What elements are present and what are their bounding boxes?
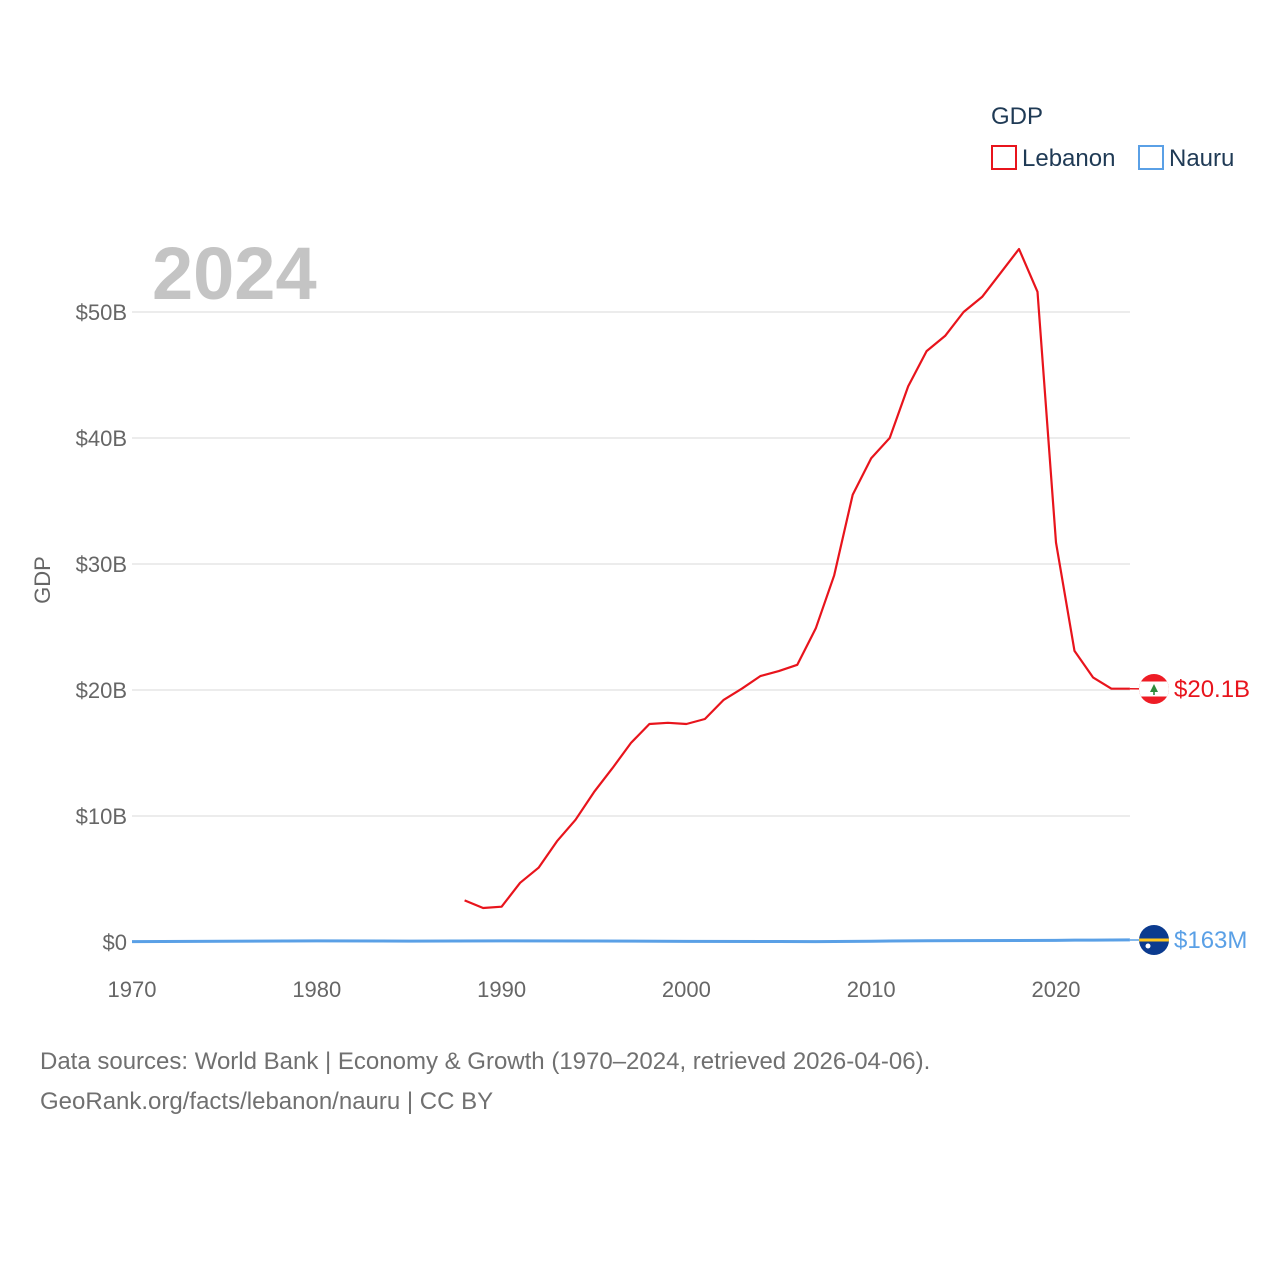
gridlines bbox=[132, 311, 1130, 817]
legend-label-nauru[interactable]: Nauru bbox=[1169, 145, 1234, 172]
nauru-flag-icon bbox=[1139, 925, 1169, 955]
x-tick-label: 2010 bbox=[847, 977, 896, 1002]
y-tick-label: $40B bbox=[76, 426, 127, 451]
year-label: 2024 bbox=[152, 232, 317, 315]
legend-title: GDP bbox=[991, 103, 1043, 130]
x-tick-label: 2020 bbox=[1032, 977, 1081, 1002]
end-markers: $20.1B $163M bbox=[1129, 674, 1250, 955]
end-value-label: $163M bbox=[1174, 927, 1247, 954]
end-value-label: $20.1B bbox=[1174, 676, 1250, 703]
y-tick-label: $0 bbox=[103, 930, 127, 955]
series-lines bbox=[131, 247, 1130, 944]
y-tick-label: $10B bbox=[76, 804, 127, 829]
x-tick-label: 1980 bbox=[292, 977, 341, 1002]
footer: Data sources: World Bank | Economy & Gro… bbox=[40, 1042, 930, 1122]
y-tick-label: $20B bbox=[76, 678, 127, 703]
y-tick-label: $30B bbox=[76, 552, 127, 577]
series-line-lebanon[interactable] bbox=[464, 247, 1130, 910]
legend: GDP Lebanon Nauru bbox=[991, 103, 1234, 172]
x-tick-label: 1990 bbox=[477, 977, 526, 1002]
x-tick-label: 1970 bbox=[108, 977, 157, 1002]
legend-swatch-nauru[interactable] bbox=[1138, 145, 1164, 170]
y-axis-title: GDP bbox=[30, 556, 55, 604]
series-line-nauru[interactable] bbox=[131, 938, 1130, 944]
legend-swatch-lebanon[interactable] bbox=[991, 145, 1017, 170]
source-link[interactable]: GeoRank.org/facts/lebanon/nauru | CC BY bbox=[40, 1088, 494, 1115]
gdp-line-chart: $0 $10B $20B $30B $40B $50B 1970 1980 1990 2000 2… bbox=[30, 103, 1250, 1002]
x-tick-label: 2000 bbox=[662, 977, 711, 1002]
lebanon-flag-icon bbox=[1139, 674, 1169, 704]
x-axis-ticks: 1970 1980 1990 2000 2010 2020 bbox=[108, 977, 1081, 1002]
legend-label-lebanon[interactable]: Lebanon bbox=[1022, 145, 1115, 172]
data-source-note: Data sources: World Bank | Economy & Gro… bbox=[40, 1048, 931, 1075]
y-tick-label: $50B bbox=[76, 300, 127, 325]
y-axis-ticks: $0 $10B $20B $30B $40B $50B bbox=[76, 300, 127, 955]
